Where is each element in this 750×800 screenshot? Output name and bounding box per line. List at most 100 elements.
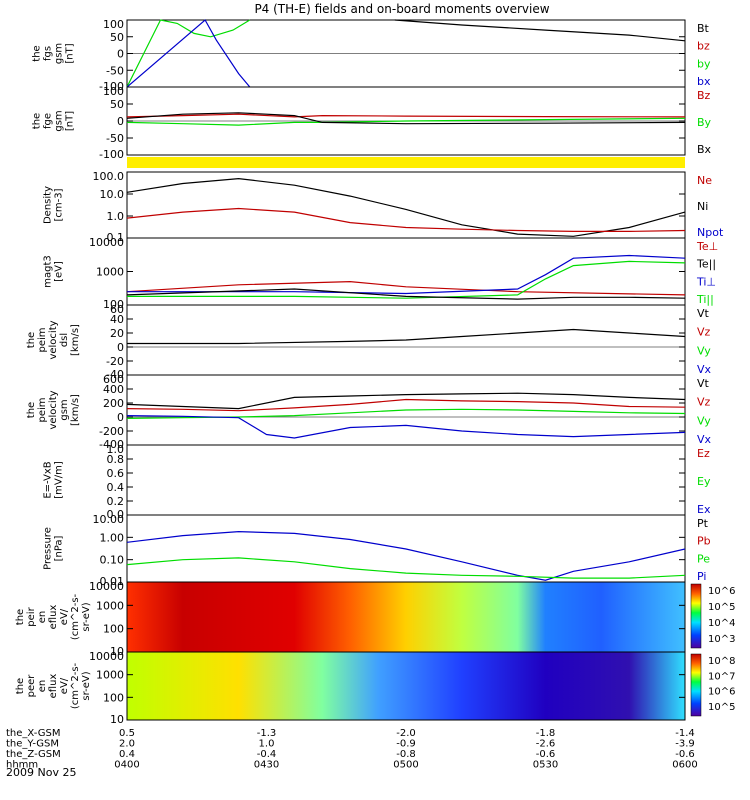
y-tick-label: 100 bbox=[103, 298, 124, 311]
svg-text:fge: fge bbox=[43, 113, 54, 129]
svg-text:peim: peim bbox=[37, 327, 48, 352]
colorbar bbox=[690, 653, 702, 717]
legend-entry: Ti⊥ bbox=[696, 275, 716, 288]
y-tick-label: 10.00 bbox=[93, 513, 125, 526]
svg-text:[eV]: [eV] bbox=[54, 261, 65, 282]
x-axis-labels: the_X-GSM 0.5 -1.3 -2.0 -1.8 -1.4 the_Y-GSM 2.0… bbox=[6, 728, 698, 771]
panel-electron_spectrogram: 10^8 10^7 10^6 10^5 10000 1000 100 10 the peer en e… bbox=[15, 650, 735, 726]
x-tick-label: -0.4 bbox=[257, 749, 277, 760]
svg-text:[mV/m]: [mV/m] bbox=[54, 461, 65, 499]
svg-text:(cm^2-s-: (cm^2-s- bbox=[70, 593, 81, 640]
panel-density: 100.0 10.0 1.0 0.1 Density [cm-3] Ne Ni Npot bbox=[43, 170, 724, 244]
legend-entry: Vt bbox=[697, 307, 710, 320]
y-axis-label: the fge gsm [nT] bbox=[32, 110, 76, 131]
svg-text:peer: peer bbox=[26, 674, 37, 698]
y-tick-label: 0.10 bbox=[100, 554, 125, 567]
colorbar-label: 10^7 bbox=[708, 671, 735, 682]
y-tick-label: 50 bbox=[110, 31, 124, 44]
colorbar-label: 10^5 bbox=[708, 702, 735, 713]
legend-entry: Bz bbox=[697, 89, 711, 102]
y-tick-label: 1000 bbox=[96, 669, 124, 682]
y-tick-label: 600 bbox=[103, 373, 124, 386]
svg-text:[km/s]: [km/s] bbox=[70, 394, 81, 426]
legend-entry: by bbox=[697, 57, 711, 70]
y-tick-label: 10000 bbox=[89, 650, 124, 663]
series-line-Bx bbox=[126, 112, 686, 125]
x-row-label: the_Z-GSM bbox=[6, 749, 61, 760]
series-line-Te|| bbox=[126, 288, 686, 300]
y-tick-label: 1000 bbox=[96, 266, 124, 279]
y-tick-label: 100 bbox=[103, 623, 124, 636]
colorbar-label: 10^8 bbox=[708, 656, 735, 667]
panel-pressure: 10.00 1.00 0.10 0.01 Pressure [nPa] Pt Pb Pe Pi bbox=[43, 513, 711, 588]
y-tick-label: -100 bbox=[99, 80, 124, 93]
y-tick-label: 10 bbox=[110, 645, 124, 658]
legend-entry: Pt bbox=[697, 517, 709, 530]
svg-text:[nPa]: [nPa] bbox=[54, 535, 65, 561]
svg-text:eflux: eflux bbox=[48, 674, 59, 699]
x-tick-label: 0430 bbox=[254, 760, 279, 771]
status-bar bbox=[127, 157, 685, 168]
legend-entry: Vy bbox=[697, 344, 711, 357]
y-tick-label: 1.0 bbox=[107, 210, 125, 223]
svg-text:eflux: eflux bbox=[48, 605, 59, 630]
svg-text:sr-eV): sr-eV) bbox=[81, 671, 92, 700]
panel-efield: 1.00.80.60.40.20.0 E=-VxB [mV/m] Ez Ey Ex bbox=[43, 443, 711, 521]
colorbar-label: 10^6 bbox=[708, 687, 735, 698]
x-tick-label: 0600 bbox=[672, 760, 697, 771]
y-tick-label: 50 bbox=[110, 98, 124, 111]
legend-entry: Vy bbox=[697, 414, 711, 427]
y-tick-label: 10000 bbox=[89, 580, 124, 593]
legend-entry: By bbox=[697, 116, 712, 129]
y-tick-label: -50 bbox=[106, 132, 124, 145]
series-line-Pe bbox=[126, 557, 686, 579]
x-tick-label: -2.6 bbox=[536, 739, 556, 750]
legend-entry: Ne bbox=[697, 174, 712, 187]
svg-text:en: en bbox=[37, 680, 48, 693]
x-tick-label: 0.4 bbox=[119, 749, 135, 760]
colorbar-label: 10^6 bbox=[708, 586, 735, 597]
svg-text:dsl: dsl bbox=[59, 333, 70, 347]
legend-entry: Ez bbox=[697, 447, 710, 460]
y-axis-label: the peim velocity dsl [km/s] bbox=[26, 320, 81, 359]
colorbar-label: 10^5 bbox=[708, 602, 735, 613]
svg-text:Density: Density bbox=[43, 186, 54, 224]
y-tick-label: 0.0 bbox=[107, 508, 125, 521]
series-line-Vz bbox=[126, 398, 686, 412]
svg-text:sr-eV): sr-eV) bbox=[81, 602, 92, 631]
y-axis-label: the peim velocity gsm [km/s] bbox=[26, 390, 81, 429]
svg-text:magt3: magt3 bbox=[43, 255, 54, 288]
series-line-Ti|| bbox=[127, 260, 686, 299]
svg-text:velocity: velocity bbox=[48, 320, 59, 359]
svg-text:peim: peim bbox=[37, 397, 48, 422]
series-line-By bbox=[126, 117, 686, 126]
y-tick-label: 40 bbox=[110, 313, 124, 326]
y-tick-label: 0 bbox=[117, 115, 124, 128]
y-tick-label: 1.00 bbox=[100, 531, 125, 544]
legend-entry: Pb bbox=[697, 535, 711, 548]
y-tick-label: 1.0 bbox=[107, 443, 125, 456]
y-tick-label: -20 bbox=[106, 355, 124, 368]
series-line-Pi bbox=[126, 530, 686, 581]
svg-text:the: the bbox=[15, 609, 26, 625]
svg-text:fgs: fgs bbox=[43, 46, 54, 61]
y-tick-label: 0.4 bbox=[107, 481, 125, 494]
svg-text:peir: peir bbox=[26, 606, 37, 626]
svg-text:E=-VxB: E=-VxB bbox=[43, 461, 54, 498]
y-axis-label: Density [cm-3] bbox=[43, 186, 65, 224]
series-line-Vt bbox=[127, 328, 686, 345]
x-row-label: hhmm bbox=[6, 760, 38, 771]
x-tick-label: 0530 bbox=[533, 760, 558, 771]
legend-entry: bx bbox=[697, 75, 711, 88]
series-line-Ti⊥ bbox=[127, 254, 686, 295]
x-tick-label: 0.5 bbox=[119, 728, 135, 739]
y-axis-label: the peer en eflux eV/(cm^2-s-sr-eV) bbox=[15, 662, 92, 709]
y-tick-label: 20 bbox=[110, 327, 124, 340]
legend-entry: bz bbox=[697, 40, 710, 53]
x-row-label: the_Y-GSM bbox=[6, 739, 59, 750]
x-row-label: the_X-GSM bbox=[6, 728, 60, 739]
legend-entry: Ex bbox=[697, 503, 711, 516]
